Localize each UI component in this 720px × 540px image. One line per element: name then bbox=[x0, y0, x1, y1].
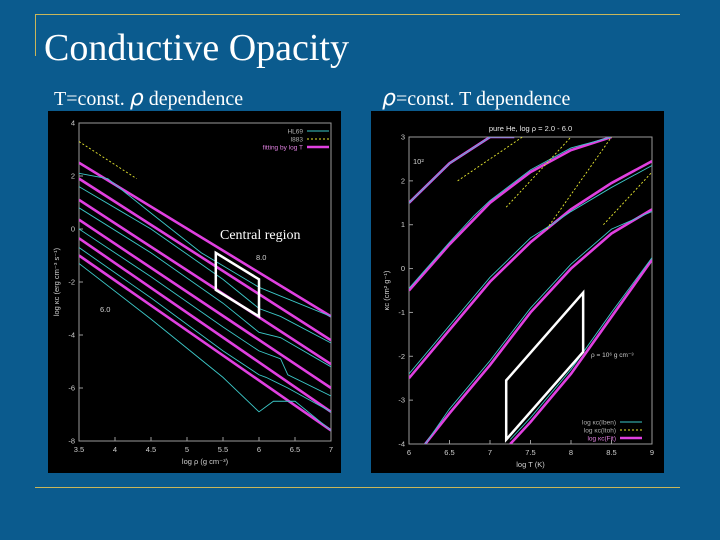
y-tick-label: 3 bbox=[401, 133, 405, 142]
rho-symbol: ρ bbox=[382, 86, 396, 111]
legend-label: log κc(Fit) bbox=[587, 436, 616, 443]
curve-label-8: 8.0 bbox=[256, 253, 266, 262]
x-axis-label: log T (K) bbox=[516, 460, 545, 469]
x-tick-label: 8.5 bbox=[606, 448, 616, 457]
fit-line bbox=[79, 237, 331, 413]
y-tick-label: -8 bbox=[68, 437, 75, 446]
right-subtitle: ρ=const. T dependence bbox=[382, 86, 570, 111]
central-region-label: Central region bbox=[220, 228, 300, 243]
x-tick-label: 6 bbox=[257, 445, 261, 454]
left-subtitle: T=const. ρ dependence bbox=[54, 86, 243, 111]
legend-label: HL69 bbox=[287, 129, 303, 136]
rho-label-10-6: ρ = 10⁶ g cm⁻³ bbox=[591, 352, 634, 359]
x-tick-label: 7.5 bbox=[525, 448, 535, 457]
y-tick-label: -4 bbox=[68, 331, 75, 340]
y-tick-label: 2 bbox=[401, 176, 405, 185]
x-tick-label: 4 bbox=[113, 445, 117, 454]
x-tick-label: 5.5 bbox=[218, 445, 228, 454]
curve-label-6: 6.0 bbox=[100, 305, 110, 314]
legend-label: fitting by log T bbox=[263, 145, 303, 152]
y-tick-label: -3 bbox=[398, 396, 405, 405]
hl69-line bbox=[79, 263, 331, 431]
rho-symbol: ρ bbox=[129, 86, 144, 111]
left-chart: 3.5 4 4.5 5 5.5 6 6.5 7 4 2 0 -2 -4 -6 -8 log ρ (g cm⁻³… bbox=[52, 119, 333, 467]
itoh-line bbox=[546, 137, 612, 230]
iben-line bbox=[424, 211, 652, 444]
x-tick-label: 6 bbox=[407, 448, 411, 457]
bottom-rule bbox=[35, 487, 680, 488]
y-tick-label: -2 bbox=[398, 352, 405, 361]
fit-line bbox=[409, 159, 652, 380]
fit-line bbox=[79, 161, 331, 318]
y-tick-label: 0 bbox=[401, 264, 405, 273]
legend-label: I883 bbox=[290, 137, 303, 144]
y-tick-label: 2 bbox=[71, 172, 75, 181]
left-subtitle-post: dependence bbox=[148, 88, 244, 110]
itoh-line bbox=[603, 171, 652, 226]
fit-line bbox=[79, 198, 331, 366]
fit-line bbox=[424, 208, 652, 444]
chart-title: pure He, log ρ = 2.0 - 6.0 bbox=[489, 124, 572, 133]
slide-title: Conductive Opacity bbox=[44, 27, 349, 69]
fit-line bbox=[79, 177, 331, 342]
hl69-line bbox=[79, 207, 331, 368]
iben-line bbox=[409, 137, 612, 289]
hl69-line bbox=[79, 186, 331, 344]
x-axis-label: log ρ (g cm⁻³) bbox=[182, 457, 229, 466]
iben-line bbox=[409, 165, 652, 375]
top-rule bbox=[35, 14, 680, 15]
y-tick-label: -6 bbox=[68, 384, 75, 393]
y-axis-label: κc (cm² g⁻¹) bbox=[382, 270, 391, 310]
fit-line bbox=[409, 137, 612, 292]
x-tick-label: 5 bbox=[185, 445, 189, 454]
left-subtitle-pre: T=const. bbox=[54, 88, 125, 110]
hl69-line bbox=[79, 228, 331, 397]
fit-line bbox=[79, 218, 331, 390]
y-tick-label: -1 bbox=[398, 308, 405, 317]
x-tick-label: 7 bbox=[488, 448, 492, 457]
itoh-line bbox=[457, 137, 523, 182]
central-region-box bbox=[214, 250, 261, 319]
y-tick-label: -2 bbox=[68, 278, 75, 287]
itoh-line bbox=[79, 141, 137, 180]
left-chart-panel: 3.5 4 4.5 5 5.5 6 6.5 7 4 2 0 -2 -4 -6 -8 log ρ (g cm⁻³… bbox=[48, 111, 341, 473]
y-tick-label: -4 bbox=[398, 440, 405, 449]
rho-label-10-2: 10² bbox=[413, 157, 424, 166]
hl69-line bbox=[79, 172, 331, 317]
iben-line bbox=[409, 137, 515, 204]
right-chart-panel: 6 6.5 7 7.5 8 8.5 9 3 2 1 0 -1 -2 -3 -4 log T (K) κc (cm… bbox=[371, 111, 664, 473]
y-tick-label: 4 bbox=[71, 119, 75, 128]
x-tick-label: 7 bbox=[329, 445, 333, 454]
plot-frame bbox=[408, 136, 653, 445]
x-tick-label: 3.5 bbox=[74, 445, 84, 454]
x-tick-label: 6.5 bbox=[444, 448, 454, 457]
legend-label: log κc(Itoh) bbox=[584, 428, 616, 435]
legend-label: log κc(Iben) bbox=[582, 420, 616, 427]
iben-line bbox=[509, 257, 652, 440]
central-region-box bbox=[504, 289, 585, 443]
fit-line bbox=[509, 259, 652, 444]
right-subtitle-post: =const. T dependence bbox=[395, 88, 571, 110]
right-chart: 6 6.5 7 7.5 8 8.5 9 3 2 1 0 -1 -2 -3 -4 log T (K) κc (cm… bbox=[382, 124, 654, 469]
x-tick-label: 6.5 bbox=[290, 445, 300, 454]
left-rule bbox=[35, 14, 36, 56]
itoh-line bbox=[505, 137, 572, 208]
hl69-line bbox=[79, 247, 331, 413]
y-tick-label: 1 bbox=[401, 220, 405, 229]
x-tick-label: 9 bbox=[650, 448, 654, 457]
y-axis-label: log κc (erg cm⁻³ s⁻¹) bbox=[52, 247, 61, 316]
y-tick-label: 0 bbox=[71, 225, 75, 234]
x-tick-label: 4.5 bbox=[146, 445, 156, 454]
x-tick-label: 8 bbox=[569, 448, 573, 457]
fit-line bbox=[409, 137, 515, 204]
